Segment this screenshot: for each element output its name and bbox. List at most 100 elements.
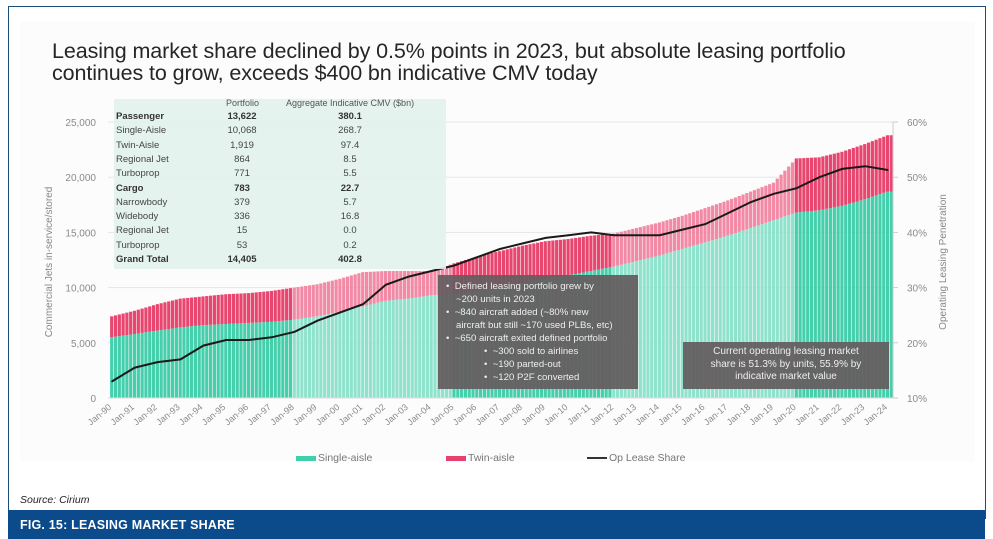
x-tick-label: Jan-18 — [725, 402, 753, 427]
bar-twin-aisle — [205, 296, 209, 325]
portfolio-table: Portfolio Aggregate Indicative CMV ($bn)… — [114, 98, 446, 269]
y-tick-label: 15,000 — [65, 228, 96, 239]
table-row: Regional Jet 15 0.0 — [114, 225, 446, 239]
op-lease-share-point — [453, 264, 456, 267]
op-lease-share-point — [704, 223, 707, 225]
figure-caption-bar: FIG. 15: LEASING MARKET SHARE — [8, 510, 985, 539]
bar-single-aisle — [189, 326, 194, 398]
bar-single-aisle — [889, 191, 893, 398]
x-tick-label: Jan-01 — [337, 402, 365, 427]
bar-single-aisle — [326, 314, 331, 398]
table-row: Twin-Aisle 1,919 97.4 — [114, 140, 446, 154]
bar-twin-aisle — [311, 284, 315, 317]
bar-twin-aisle — [220, 294, 224, 325]
bar-twin-aisle — [231, 293, 236, 324]
bar-twin-aisle — [604, 234, 608, 269]
bar-single-aisle — [828, 208, 833, 398]
row-portfolio: 1,919 — [230, 139, 254, 151]
bar-twin-aisle — [357, 273, 361, 308]
bar-single-aisle — [372, 303, 376, 398]
legend-item-twin-aisle: Twin-aisle — [446, 452, 515, 464]
bar-single-aisle — [117, 336, 121, 398]
bar-single-aisle — [866, 197, 871, 398]
op-lease-share-point — [681, 228, 684, 231]
y-tick-label: 25,000 — [65, 118, 96, 129]
bar-single-aisle — [726, 235, 730, 398]
bar-twin-aisle — [828, 154, 833, 209]
bar-twin-aisle — [745, 193, 749, 230]
bar-twin-aisle — [730, 198, 734, 235]
bar-single-aisle — [220, 324, 224, 398]
bar-twin-aisle — [832, 153, 836, 208]
bar-single-aisle — [269, 321, 274, 398]
bar-single-aisle — [197, 325, 201, 398]
bar-single-aisle — [349, 309, 353, 398]
bar-twin-aisle — [790, 162, 795, 214]
y2-tick-label: 60% — [907, 118, 927, 129]
bar-single-aisle — [342, 310, 346, 398]
bar-single-aisle — [300, 318, 304, 398]
bar-single-aisle — [254, 322, 258, 398]
bar-twin-aisle — [349, 275, 353, 310]
bar-twin-aisle — [794, 158, 798, 213]
x-tick-label: Jan-05 — [428, 402, 456, 427]
op-lease-share-swatch — [587, 457, 607, 460]
bar-twin-aisle — [319, 283, 323, 316]
bar-twin-aisle — [692, 211, 696, 246]
bar-twin-aisle — [110, 316, 114, 338]
bar-twin-aisle — [174, 299, 178, 328]
bar-twin-aisle — [144, 307, 148, 333]
bar-twin-aisle — [612, 233, 616, 267]
bar-single-aisle — [307, 317, 312, 398]
row-label: Grand Total — [116, 254, 169, 265]
bar-twin-aisle — [364, 271, 369, 306]
row-label: Turboprop — [116, 239, 160, 251]
bar-single-aisle — [684, 247, 688, 398]
op-lease-share-point — [544, 237, 547, 239]
bar-single-aisle — [733, 233, 738, 398]
bar-single-aisle — [661, 254, 665, 398]
bar-single-aisle — [361, 306, 365, 398]
op-lease-share-point — [818, 176, 821, 178]
op-lease-share-point — [156, 361, 159, 363]
bar-twin-aisle — [296, 287, 300, 320]
bar-twin-aisle — [406, 271, 410, 299]
bar-twin-aisle — [806, 157, 810, 212]
bar-single-aisle — [821, 209, 825, 398]
row-label: Regional Jet — [116, 153, 169, 165]
bar-twin-aisle — [847, 149, 852, 204]
row-cmv: 8.5 — [343, 153, 357, 165]
x-tick-label: Jan-14 — [633, 402, 661, 427]
row-label: Twin-Aisle — [116, 139, 160, 151]
bar-twin-aisle — [558, 239, 563, 277]
bar-twin-aisle — [228, 294, 232, 324]
bar-single-aisle — [330, 313, 334, 398]
bar-twin-aisle — [840, 151, 844, 206]
bar-single-aisle — [790, 213, 795, 398]
annotation-line: share is 51.3% by units, 55.9% by — [710, 358, 862, 370]
bar-single-aisle — [395, 299, 399, 398]
bar-twin-aisle — [132, 310, 137, 334]
bar-twin-aisle — [528, 244, 532, 282]
bar-single-aisle — [745, 229, 749, 398]
bar-twin-aisle — [250, 292, 255, 323]
table-row: Regional Jet 864 8.5 — [114, 154, 446, 168]
bar-twin-aisle — [741, 194, 745, 231]
op-lease-share-point — [887, 169, 889, 171]
bar-twin-aisle — [117, 314, 121, 337]
bar-twin-aisle — [669, 219, 673, 253]
bar-single-aisle — [863, 199, 867, 398]
annotation-line: • ~190 parted-out — [484, 359, 561, 370]
bar-single-aisle — [775, 218, 779, 398]
op-lease-share-point — [430, 270, 433, 272]
bar-single-aisle — [228, 323, 232, 398]
op-lease-share-point — [567, 234, 570, 236]
bar-single-aisle — [874, 195, 878, 398]
bar-twin-aisle — [330, 280, 334, 314]
bar-twin-aisle — [749, 191, 753, 228]
row-label: Cargo — [116, 182, 144, 194]
bar-single-aisle — [414, 297, 418, 398]
annotation-line: • Defined leasing portfolio grew by — [446, 281, 594, 292]
twin-aisle-swatch — [446, 455, 466, 461]
bar-single-aisle — [802, 211, 806, 398]
